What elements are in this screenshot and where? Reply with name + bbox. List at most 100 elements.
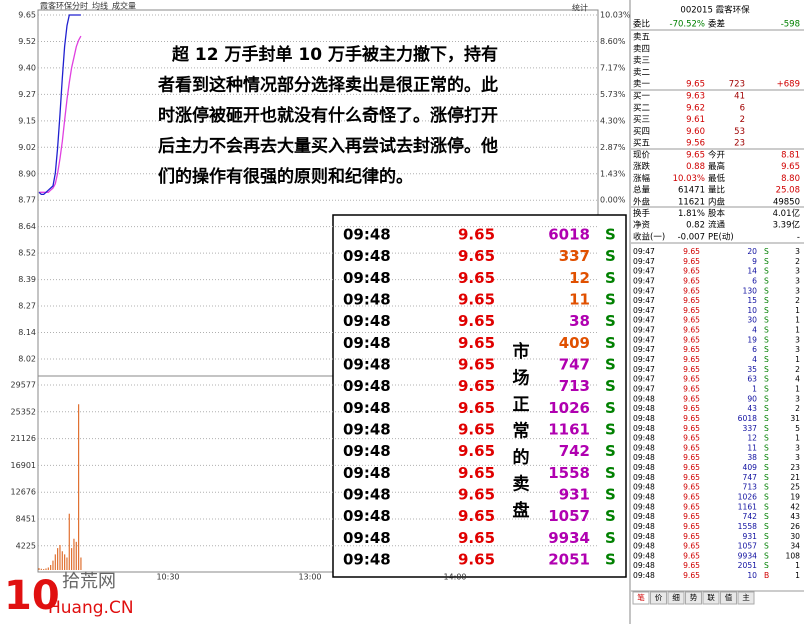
stat-label: 流通 (708, 220, 726, 231)
trade-volume: 38 (569, 312, 590, 330)
tick-count: 3 (795, 394, 800, 403)
trade-price: 9.65 (458, 377, 495, 395)
tab-bg[interactable] (702, 591, 720, 605)
stat-label: 涨幅 (633, 173, 651, 184)
book-label: 卖二 (633, 68, 651, 78)
time-label: 13:00 (298, 573, 321, 582)
tick-side: S (764, 493, 769, 502)
tick-count: 26 (790, 522, 800, 531)
trade-volume: 9934 (548, 529, 590, 547)
book-volume: 53 (734, 127, 745, 137)
tick-side: S (764, 267, 769, 276)
stat-button: 统计 (572, 3, 588, 13)
tick-time: 09:47 (633, 306, 655, 315)
trade-side: S (605, 442, 616, 460)
tick-volume: 1558 (738, 522, 757, 531)
trade-price: 9.65 (458, 356, 495, 374)
vertical-note-char: 卖 (513, 474, 530, 495)
tick-side: S (764, 306, 769, 315)
stat-value: 8.80 (781, 174, 800, 184)
price-tick-label: 9.40 (18, 63, 36, 72)
watermark-logo: 10 (4, 573, 60, 619)
stat-value: 11621 (678, 197, 705, 207)
trade-volume: 931 (559, 486, 590, 504)
book-label: 卖三 (633, 56, 650, 66)
tick-price: 9.65 (683, 571, 700, 580)
price-tick-label: 9.02 (18, 143, 36, 152)
volume-tick-label: 16901 (11, 461, 36, 470)
pct-tick-label: 5.73% (600, 90, 626, 99)
tick-side: S (764, 355, 769, 364)
tick-side: S (764, 257, 769, 266)
tick-volume: 6 (752, 345, 757, 354)
book-price: 9.62 (686, 103, 705, 113)
ratio-label: 委差 (708, 19, 725, 30)
quote-title: 002015 霞客环保 (680, 5, 750, 16)
tab-bg[interactable] (632, 591, 650, 605)
price-line (38, 14, 81, 196)
vertical-note-char: 正 (513, 395, 530, 415)
trade-price: 9.65 (458, 291, 495, 309)
tick-volume: 30 (747, 316, 757, 325)
trade-time: 09:48 (343, 507, 391, 525)
tick-volume: 130 (743, 286, 758, 295)
trade-side: S (605, 486, 616, 504)
tick-side: S (764, 551, 769, 560)
tick-price: 9.65 (683, 551, 700, 560)
tab-bg[interactable] (720, 591, 737, 605)
tick-count: 2 (795, 404, 800, 413)
tick-count: 1 (795, 561, 800, 570)
trade-volume: 11 (569, 291, 590, 309)
tick-price: 9.65 (683, 276, 700, 285)
tab-bg[interactable] (650, 591, 667, 605)
tick-count: 2 (795, 365, 800, 374)
pct-tick-label: 8.60% (600, 37, 626, 46)
tick-price: 9.65 (683, 502, 700, 511)
tick-count: 3 (795, 335, 800, 344)
tick-price: 9.65 (683, 296, 700, 305)
stat-value: 10.03% (673, 174, 705, 184)
price-tick-label: 9.65 (18, 11, 36, 20)
tick-volume: 1161 (738, 502, 757, 511)
tick-price: 9.65 (683, 473, 700, 482)
tick-price: 9.65 (683, 375, 700, 384)
trade-volume: 409 (559, 334, 590, 352)
tick-count: 21 (790, 473, 800, 482)
tab-bg[interactable] (737, 591, 755, 605)
book-volume: 23 (734, 139, 745, 149)
tick-side: S (764, 434, 769, 443)
tick-volume: 10 (747, 306, 757, 315)
book-price: 9.63 (686, 92, 705, 102)
book-label: 买二 (633, 103, 651, 113)
tick-volume: 4 (752, 355, 757, 364)
book-label: 买一 (633, 92, 651, 102)
tick-time: 09:47 (633, 316, 655, 325)
book-change: +689 (777, 80, 800, 90)
tick-count: 108 (786, 551, 801, 560)
tick-volume: 12 (747, 434, 757, 443)
tick-side: S (764, 345, 769, 354)
vertical-note-char: 市 (513, 341, 530, 362)
price-tick-label: 8.90 (18, 169, 36, 178)
tick-count: 1 (795, 384, 800, 393)
book-volume: 2 (740, 115, 745, 125)
book-price: 9.61 (686, 115, 705, 125)
tick-side: B (764, 571, 769, 580)
tick-price: 9.65 (683, 434, 700, 443)
tick-time: 09:47 (633, 384, 655, 393)
book-volume: 723 (729, 80, 745, 90)
stat-label: 量比 (708, 185, 725, 196)
tab-bg[interactable] (685, 591, 702, 605)
bottom-tab: 笔 (637, 592, 645, 602)
volume-tick-label: 12676 (11, 488, 36, 497)
tick-time: 09:47 (633, 247, 655, 256)
tick-price: 9.65 (683, 394, 700, 403)
trade-time: 09:48 (343, 377, 391, 395)
annotation-line: 者看到这种情况部分选择卖出是很正常的。此 (157, 75, 498, 96)
tick-volume: 337 (743, 424, 758, 433)
trade-volume: 12 (569, 269, 590, 287)
tab-bg[interactable] (667, 591, 685, 605)
annotation-line: 后主力不会再去大量买入再尝试去封涨停。他 (158, 136, 498, 157)
pct-tick-label: 2.87% (600, 143, 626, 152)
tick-time: 09:47 (633, 355, 655, 364)
